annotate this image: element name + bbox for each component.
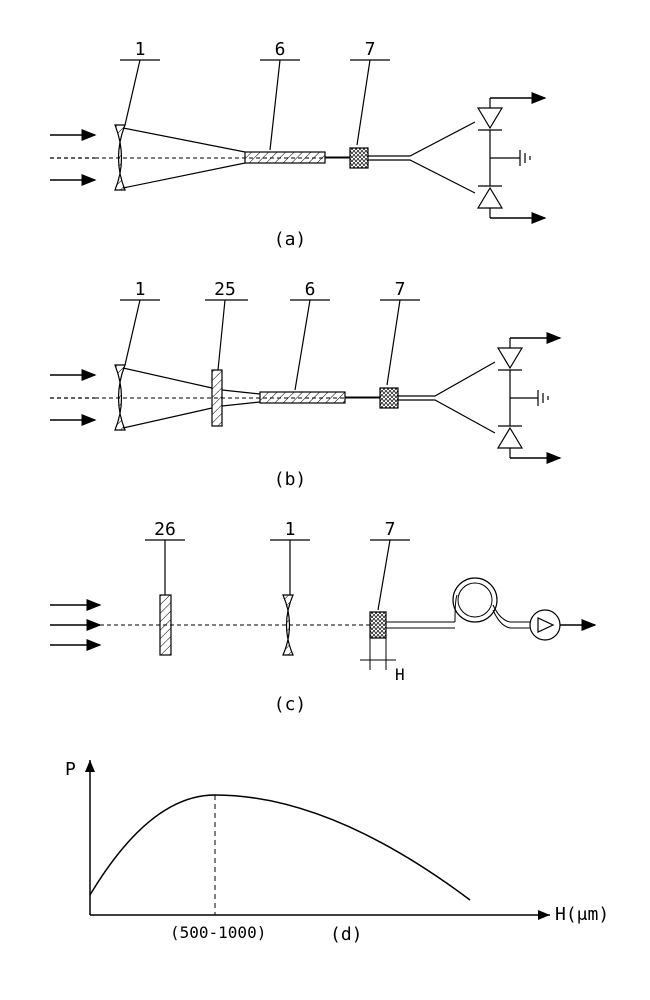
label-b1: 1 [135, 279, 146, 300]
panel-d: P H(μm) (500-1000) (d) [65, 759, 609, 945]
fiber-coil [453, 578, 497, 622]
detector [530, 610, 560, 640]
photodiode-bot [478, 158, 545, 218]
rod-6 [245, 152, 325, 163]
x-axis-label: H(μm) [555, 904, 609, 925]
panel-a: 1 6 7 (a) [50, 39, 545, 250]
diagram-container: 1 6 7 (a) [0, 0, 650, 1000]
curve [90, 795, 470, 900]
label-1: 1 [135, 39, 146, 60]
panel-b: 1 25 6 7 (b) [50, 279, 560, 490]
panel-c: 26 1 7 H (c) [50, 519, 595, 715]
plate-26 [160, 595, 171, 655]
label-b7: 7 [395, 279, 406, 300]
label-6: 6 [275, 39, 286, 60]
caption-c: (c) [274, 694, 307, 715]
y-axis-label: P [65, 759, 76, 780]
label-c7: 7 [385, 519, 396, 540]
diagram-svg: 1 6 7 (a) [0, 0, 650, 1000]
label-c1: 1 [285, 519, 296, 540]
label-b6: 6 [305, 279, 316, 300]
plate-25 [212, 370, 222, 426]
label-7: 7 [365, 39, 376, 60]
coupler-7 [350, 148, 368, 168]
caption-d: (d) [330, 924, 363, 945]
label-c26: 26 [154, 519, 176, 540]
h-label: H [395, 665, 405, 684]
photodiode-top [478, 98, 545, 158]
caption-b: (b) [274, 469, 307, 490]
label-b25: 25 [214, 279, 236, 300]
caption-a: (a) [274, 229, 307, 250]
x-tick-label: (500-1000) [170, 923, 266, 942]
